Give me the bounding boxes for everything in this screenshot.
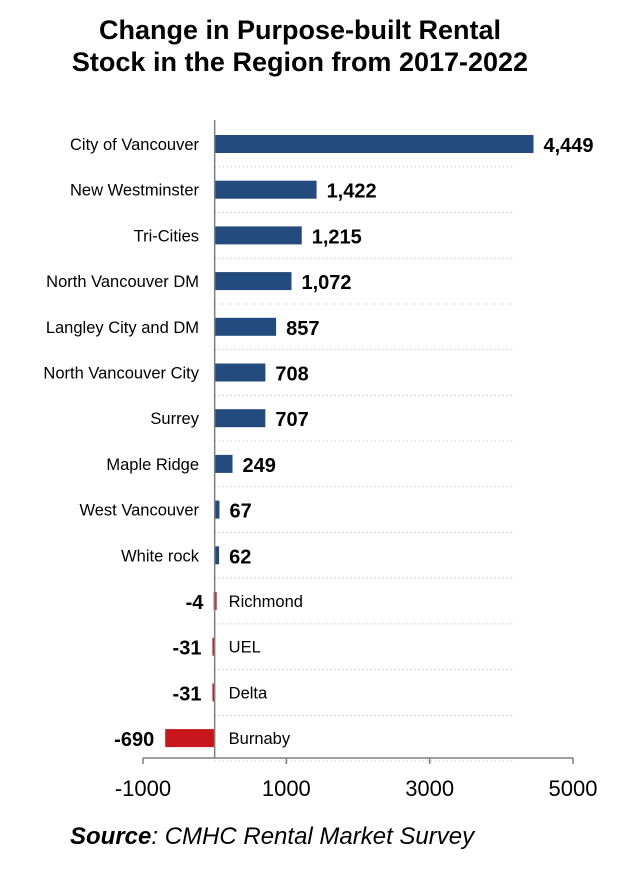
source-note: Source: CMHC Rental Market Survey <box>70 823 474 851</box>
data-label: -31 <box>173 638 202 660</box>
labels: City of Vancouver 4,449 New Westminster 1,4… <box>43 135 593 751</box>
source-text: : CMHC Rental Market Survey <box>151 823 475 850</box>
chart-title-line-1: Change in Purpose-built Rental <box>98 15 502 45</box>
data-label: 67 <box>229 501 251 523</box>
category-label: North Vancouver DM <box>46 273 199 291</box>
category-label: West Vancouver <box>79 502 199 520</box>
category-label: Tri-Cities <box>134 227 199 245</box>
data-label: 1,215 <box>312 226 362 248</box>
data-label: 249 <box>243 455 276 477</box>
data-label: 708 <box>275 364 308 386</box>
data-label: 4,449 <box>544 135 594 157</box>
category-label: North Vancouver City <box>43 365 199 383</box>
bar-chart: -1000 1000 3000 5000 City of Vancouver 4,449… <box>43 120 598 801</box>
bar <box>165 729 215 748</box>
bar <box>212 683 215 702</box>
bar <box>214 135 534 153</box>
bar <box>214 546 220 565</box>
category-label: Maple Ridge <box>106 456 199 474</box>
x-tick-label: 5000 <box>549 776 598 801</box>
data-label: -690 <box>114 729 154 751</box>
x-tick-label: 1000 <box>262 776 311 801</box>
category-label: UEL <box>229 639 261 657</box>
bars <box>165 135 534 748</box>
x-tick-label: 3000 <box>405 776 454 801</box>
data-label: 857 <box>286 318 319 340</box>
axes: -1000 1000 3000 5000 <box>115 120 598 801</box>
category-label: Richmond <box>229 593 303 611</box>
category-label: City of Vancouver <box>70 136 200 154</box>
bar <box>214 500 220 519</box>
category-label: Langley City and DM <box>46 319 199 337</box>
category-label: White rock <box>121 547 200 565</box>
category-label: Burnaby <box>229 730 291 748</box>
chart-title: Change in Purpose-built Rental Stock in … <box>0 14 600 78</box>
bar <box>214 363 266 382</box>
x-tick-label: -1000 <box>115 776 171 801</box>
data-label: 707 <box>275 409 308 431</box>
data-label: 1,072 <box>301 272 351 294</box>
data-label: 62 <box>229 546 251 568</box>
bar <box>214 272 292 291</box>
source-prefix: Source <box>70 823 152 850</box>
data-label: -4 <box>186 592 205 614</box>
bar <box>214 454 233 473</box>
category-label: New Westminster <box>70 182 199 200</box>
chart-title-line-2: Stock in the Region from 2017-2022 <box>71 47 529 77</box>
bar <box>214 409 266 428</box>
bar <box>212 637 215 656</box>
bar <box>214 226 302 245</box>
data-label: 1,422 <box>327 181 377 203</box>
category-label: Surrey <box>150 410 199 428</box>
data-label: -31 <box>173 683 202 705</box>
category-label: Delta <box>229 684 268 702</box>
bar <box>214 317 277 336</box>
bar <box>214 180 317 199</box>
